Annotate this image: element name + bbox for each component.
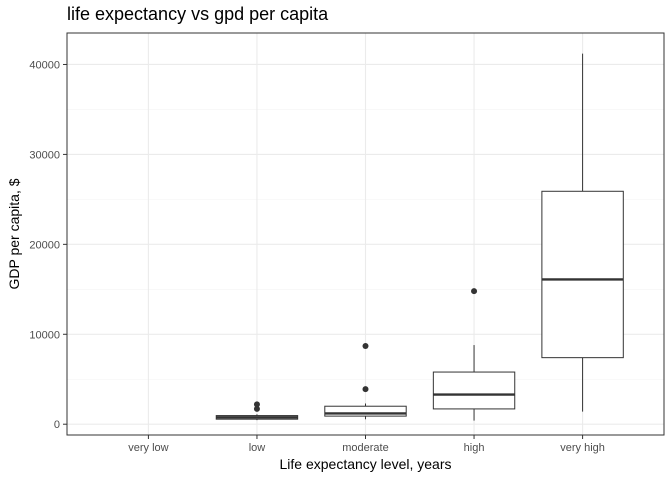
y-axis: 0 10000 20000 30000 40000 (29, 59, 67, 431)
y-axis-title: GDP per capita, $ (6, 178, 22, 289)
y-tick-label: 40000 (29, 59, 60, 71)
box-layer (215, 53, 624, 421)
outlier-point (253, 401, 260, 408)
outlier-point (362, 386, 369, 393)
y-tick-label: 10000 (29, 329, 60, 341)
box-iqr (324, 405, 407, 417)
box-group (432, 288, 516, 421)
box-group (324, 342, 407, 420)
outlier-point (362, 342, 369, 349)
x-tick-label: moderate (342, 442, 388, 454)
y-tick-label: 0 (54, 419, 60, 431)
box-group (541, 53, 624, 412)
y-tick-label: 20000 (29, 239, 60, 251)
x-tick-label: very low (128, 442, 168, 454)
chart-title: life expectancy vs gpd per capita (67, 4, 329, 24)
x-tick-label: very high (560, 442, 605, 454)
box-iqr (541, 190, 624, 359)
outlier-point (253, 405, 260, 412)
box-iqr (432, 371, 516, 410)
x-tick-label: low (249, 442, 266, 454)
x-axis: very low low moderate high very high (128, 435, 605, 454)
box-group (215, 401, 299, 421)
x-tick-label: high (464, 442, 485, 454)
y-tick-label: 30000 (29, 149, 60, 161)
outlier-point (471, 288, 478, 295)
x-axis-title: Life expectancy level, years (280, 456, 452, 472)
